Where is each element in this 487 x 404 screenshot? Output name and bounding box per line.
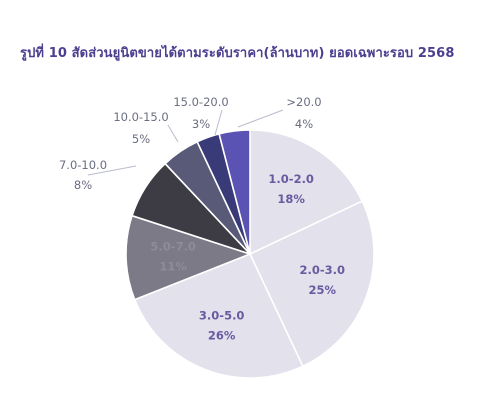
- leader-line-10_0-15_0: [167, 124, 179, 143]
- leader-line-7_0-10_0: [87, 165, 137, 176]
- slice-value-1_0-2_0: 18%: [277, 192, 305, 206]
- pie-slice-5_0-7_0: [125, 214, 253, 301]
- slice-label-gt-20_0: >20.0: [286, 95, 321, 109]
- leader-line-15_0-20_0: [214, 109, 223, 136]
- slice-label-1_0-2_0: 1.0-2.0: [268, 172, 314, 186]
- slice-value-10_0-15_0: 5%: [132, 132, 150, 146]
- pie-slice-2_0-3_0: [248, 200, 375, 368]
- slice-label-10_0-15_0: 10.0-15.0: [113, 110, 168, 124]
- slice-label-5_0-7_0: 5.0-7.0: [150, 239, 196, 253]
- slice-value-2_0-3_0: 25%: [309, 283, 337, 297]
- slice-label-7_0-10_0: 7.0-10.0: [59, 158, 107, 172]
- slice-value-7_0-10_0: 8%: [74, 178, 92, 192]
- pie-slice-gt-20_0: [218, 129, 251, 255]
- slice-value-5_0-7_0: 11%: [159, 259, 187, 273]
- leader-lines: [87, 109, 284, 176]
- pie-slice-1_0-2_0: [249, 129, 364, 256]
- chart-title: รูปที่ 10 สัดส่วนยูนิตขายได้ตามระดับราคา…: [20, 46, 455, 61]
- slice-value-15_0-20_0: 3%: [192, 117, 210, 131]
- slice-value-3_0-5_0: 26%: [208, 329, 236, 343]
- slice-value-gt-20_0: 4%: [295, 117, 313, 131]
- pie-slices: [125, 129, 375, 379]
- slice-label-2_0-3_0: 2.0-3.0: [300, 263, 346, 277]
- slice-labels: 1.0-2.0 18% 2.0-3.0 25% 3.0-5.0 26% 5.0-7.0 11%…: [59, 95, 345, 343]
- slice-label-3_0-5_0: 3.0-5.0: [199, 309, 245, 323]
- pie-slice-3_0-5_0: [133, 252, 304, 379]
- slice-label-15_0-20_0: 15.0-20.0: [173, 95, 228, 109]
- leader-line-gt-20_0: [237, 109, 284, 128]
